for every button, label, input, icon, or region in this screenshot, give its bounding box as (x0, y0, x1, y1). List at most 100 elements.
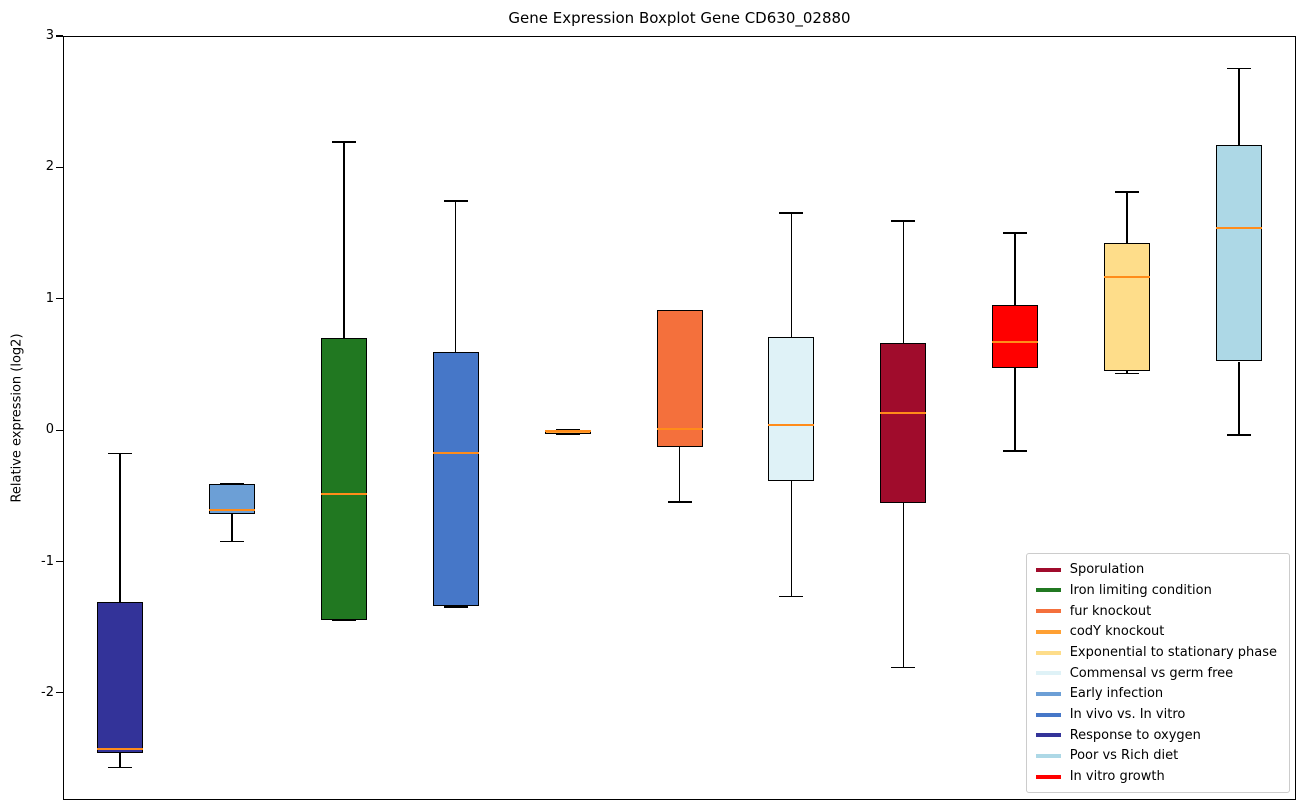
legend-swatch (1035, 691, 1061, 696)
y-tick-mark (56, 560, 63, 563)
legend-label: Response to oxygen (1069, 727, 1201, 743)
legend-label: In vivo vs. In vitro (1069, 707, 1186, 723)
legend-label: Commensal vs germ free (1069, 665, 1234, 681)
legend-label: fur knockout (1069, 603, 1152, 619)
chart-title: Gene Expression Boxplot Gene CD630_02880 (508, 9, 851, 27)
whisker-line (1126, 370, 1128, 374)
box (320, 337, 367, 621)
legend-entry: Poor vs Rich diet (1035, 746, 1277, 767)
whisker-cap (1115, 191, 1140, 193)
y-tick-label: -2 (41, 684, 54, 700)
whisker-cap (331, 619, 356, 622)
whisker-cap (1227, 434, 1252, 436)
y-tick-mark (56, 429, 63, 431)
legend-swatch (1035, 712, 1061, 717)
whisker-line (231, 513, 233, 542)
whisker-cap (107, 452, 132, 455)
y-tick-mark (56, 692, 63, 694)
whisker-line (119, 753, 121, 768)
whisker-cap (107, 766, 132, 769)
box (96, 601, 143, 753)
y-tick-label: 0 (45, 422, 54, 438)
legend: Sporulation Iron limiting condition fur kn… (1025, 553, 1290, 793)
box (768, 336, 815, 482)
legend-swatch (1035, 733, 1061, 738)
legend-label: Iron limiting condition (1069, 582, 1212, 598)
legend-entry: fur knockout (1035, 601, 1277, 622)
whisker-cap (1003, 232, 1028, 234)
median-line (320, 493, 367, 496)
legend-label: Sporulation (1069, 562, 1145, 578)
legend-swatch (1035, 588, 1061, 593)
legend-entry: Exponential to stationary phase (1035, 642, 1277, 663)
whisker-line (790, 481, 793, 597)
whisker-line (1014, 368, 1016, 451)
legend-swatch (1035, 671, 1061, 676)
whisker-line (1126, 192, 1128, 244)
legend-swatch (1035, 609, 1061, 614)
box (992, 305, 1039, 369)
whisker-line (902, 503, 905, 668)
legend-swatch (1035, 629, 1061, 634)
legend-entry: In vivo vs. In vitro (1035, 704, 1277, 725)
legend-entry: Iron limiting condition (1035, 580, 1277, 601)
whisker-line (678, 446, 681, 503)
whisker-line (902, 220, 905, 344)
median-line (208, 508, 255, 511)
legend-swatch (1035, 567, 1061, 572)
y-tick-label: 1 (45, 290, 54, 306)
median-line (1216, 226, 1263, 229)
box (1216, 144, 1263, 362)
whisker-line (790, 213, 793, 337)
whisker-line (1014, 232, 1016, 305)
legend-entry: Sporulation (1035, 559, 1277, 580)
whisker-line (343, 142, 345, 338)
plot-area: Sporulation Iron limiting condition fur kn… (63, 36, 1296, 800)
legend-entry: Commensal vs germ free (1035, 663, 1277, 684)
whisker-cap (219, 540, 244, 543)
legend-entry: Early infection (1035, 684, 1277, 705)
legend-swatch (1035, 753, 1061, 758)
legend-label: Early infection (1069, 686, 1164, 702)
legend-entry: codY knockout (1035, 622, 1277, 643)
y-tick-mark (56, 35, 63, 37)
whisker-line (119, 453, 121, 602)
legend-label: Exponential to stationary phase (1069, 645, 1277, 661)
median-line (992, 340, 1039, 343)
box (432, 352, 479, 606)
whisker-cap (443, 200, 468, 202)
y-tick-label: 2 (45, 159, 54, 175)
whisker-line (1238, 361, 1240, 436)
median-line (656, 427, 703, 430)
y-tick-label: 3 (45, 28, 54, 43)
median-line (544, 430, 591, 433)
whisker-cap (667, 501, 692, 503)
legend-label: In vitro growth (1069, 769, 1165, 785)
y-axis-label: Relative expression (log2) (9, 333, 25, 503)
legend-entry: In vitro growth (1035, 766, 1277, 787)
whisker-cap (779, 595, 804, 598)
legend-entry: Response to oxygen (1035, 725, 1277, 746)
y-tick-mark (56, 298, 63, 300)
whisker-cap (1003, 450, 1028, 452)
whisker-cap (1227, 67, 1252, 70)
whisker-line (1238, 68, 1240, 145)
y-tick-mark (56, 166, 63, 168)
whisker-cap (891, 220, 916, 222)
whisker-cap (331, 141, 356, 143)
box (880, 343, 927, 504)
whisker-cap (779, 212, 804, 214)
whisker-line (454, 201, 457, 353)
median-line (880, 411, 927, 414)
whisker-cap (1115, 372, 1140, 375)
median-line (432, 452, 479, 455)
legend-label: Poor vs Rich diet (1069, 748, 1179, 764)
box (1104, 243, 1151, 371)
median-line (768, 423, 815, 426)
median-line (96, 748, 143, 751)
median-line (1104, 276, 1151, 279)
legend-swatch (1035, 650, 1061, 655)
box (656, 310, 703, 447)
legend-swatch (1035, 774, 1061, 779)
